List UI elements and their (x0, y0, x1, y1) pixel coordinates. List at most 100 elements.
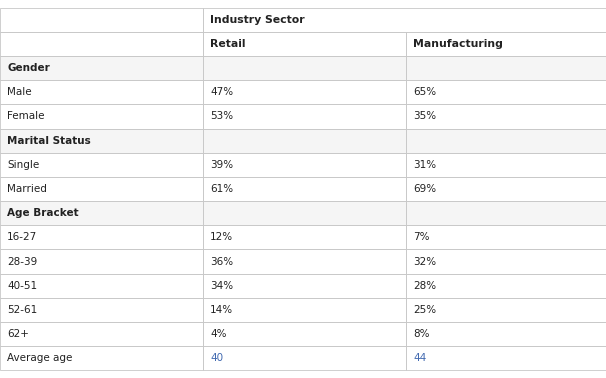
Text: Industry Sector: Industry Sector (210, 15, 305, 25)
Bar (0, 298, 203, 322)
Bar (0, 8, 203, 32)
Text: Male: Male (7, 87, 32, 97)
Bar (0, 153, 203, 177)
Bar (406, 225, 606, 249)
Bar (0, 322, 203, 346)
Text: 36%: 36% (210, 257, 233, 266)
Bar (406, 249, 606, 274)
Bar (0, 80, 203, 104)
Bar (203, 32, 406, 56)
Text: 16-27: 16-27 (7, 232, 38, 242)
Bar (0, 177, 203, 201)
Bar (406, 80, 606, 104)
Bar (406, 153, 606, 177)
Text: 39%: 39% (210, 160, 233, 170)
Bar (0, 346, 203, 370)
Text: 44: 44 (413, 353, 427, 363)
Text: Manufacturing: Manufacturing (413, 39, 503, 49)
Text: Female: Female (7, 112, 45, 121)
Bar (203, 177, 406, 201)
Bar (0, 8, 203, 32)
Text: 61%: 61% (210, 184, 233, 194)
Bar (0, 129, 203, 153)
Bar (406, 56, 606, 80)
Bar (203, 249, 406, 274)
Text: 28-39: 28-39 (7, 257, 38, 266)
Bar (203, 104, 406, 129)
Text: Average age: Average age (7, 353, 73, 363)
Bar (203, 298, 406, 322)
Bar (0, 225, 203, 249)
Bar (203, 56, 406, 80)
Bar (0, 177, 203, 201)
Bar (203, 177, 406, 201)
Bar (406, 129, 606, 153)
Bar (203, 298, 406, 322)
Bar (406, 249, 606, 274)
Bar (406, 274, 606, 298)
Bar (406, 153, 606, 177)
Bar (406, 298, 606, 322)
Bar (203, 274, 406, 298)
Bar (406, 201, 606, 225)
Bar (406, 298, 606, 322)
Text: 25%: 25% (413, 305, 436, 315)
Bar (203, 249, 406, 274)
Bar (406, 56, 606, 80)
Bar (203, 201, 406, 225)
Bar (406, 346, 606, 370)
Bar (406, 322, 606, 346)
Bar (0, 32, 203, 56)
Text: 40: 40 (210, 353, 224, 363)
Bar (203, 32, 406, 56)
Bar (406, 346, 606, 370)
Text: Retail: Retail (210, 39, 246, 49)
Bar (203, 153, 406, 177)
Bar (203, 129, 406, 153)
Text: 69%: 69% (413, 184, 436, 194)
Bar (406, 129, 606, 153)
Bar (0, 129, 203, 153)
Bar (0, 80, 203, 104)
Bar (203, 346, 406, 370)
Text: Marital Status: Marital Status (7, 136, 91, 146)
Text: 4%: 4% (210, 329, 227, 339)
Bar (0, 56, 203, 80)
Bar (203, 104, 406, 129)
Text: 47%: 47% (210, 87, 233, 97)
Text: 32%: 32% (413, 257, 436, 266)
Text: 35%: 35% (413, 112, 436, 121)
Bar (0, 104, 203, 129)
Bar (0, 322, 203, 346)
Text: Gender: Gender (7, 63, 50, 73)
Bar (203, 8, 606, 32)
Bar (203, 201, 406, 225)
Bar (0, 249, 203, 274)
Bar (0, 56, 203, 80)
Bar (203, 153, 406, 177)
Bar (0, 274, 203, 298)
Bar (0, 225, 203, 249)
Bar (406, 322, 606, 346)
Bar (0, 346, 203, 370)
Bar (406, 274, 606, 298)
Bar (203, 80, 406, 104)
Bar (203, 56, 406, 80)
Bar (0, 32, 203, 56)
Bar (203, 322, 406, 346)
Text: 65%: 65% (413, 87, 436, 97)
Text: 34%: 34% (210, 281, 233, 291)
Bar (0, 104, 203, 129)
Bar (0, 201, 203, 225)
Text: 52-61: 52-61 (7, 305, 38, 315)
Bar (203, 8, 606, 32)
Text: Married: Married (7, 184, 47, 194)
Bar (203, 322, 406, 346)
Bar (203, 346, 406, 370)
Text: 62+: 62+ (7, 329, 29, 339)
Bar (406, 32, 606, 56)
Bar (0, 201, 203, 225)
Text: 8%: 8% (413, 329, 430, 339)
Bar (203, 80, 406, 104)
Text: 40-51: 40-51 (7, 281, 38, 291)
